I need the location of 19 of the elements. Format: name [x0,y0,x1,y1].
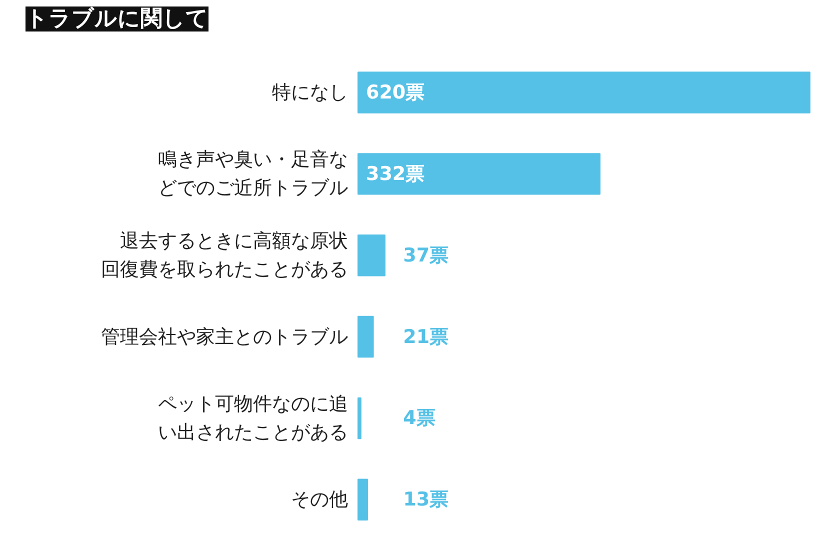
bar [357,234,386,276]
data-label: 13票 [403,488,449,511]
text: トラブルに関して [26,6,208,32]
bar [357,72,810,114]
y-tick-label: その他 [290,488,348,511]
data-label: 37票 [403,244,449,266]
y-tick-label: 特になし [272,82,348,104]
bar [357,397,362,440]
bar [357,153,600,195]
data-label: 620票 [366,82,425,104]
data-label: 21票 [403,326,449,348]
bar [357,316,374,358]
y-tick-label: ペット可物件なのに追い出されたことがある [158,392,348,444]
y-tick-label: 管理会社や家主とのトラブル [100,326,348,348]
y-tick-label: 鳴き声や臭い・足音などでのご近所トラブル [158,148,348,200]
y-tick-label: 退去するときに高額な原状回復費を取られたことがある [100,230,348,281]
data-label: 4票 [403,407,436,430]
data-label: 332票 [366,162,425,185]
bar [357,478,368,520]
